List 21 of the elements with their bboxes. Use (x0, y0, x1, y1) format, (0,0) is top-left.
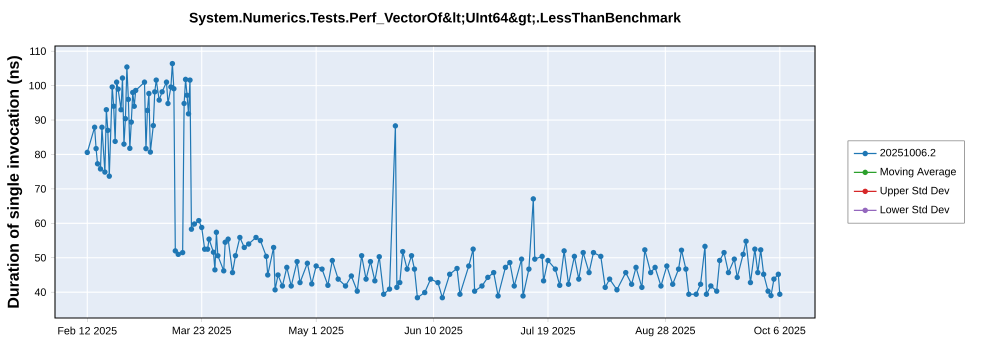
legend-label: Moving Average (880, 168, 956, 178)
y-axis-title: Duration of single invocation (ns) (7, 56, 22, 308)
y-tick-label: 60 (35, 220, 46, 228)
y-tick-label: 90 (35, 116, 46, 124)
y-tick-label: 40 (34, 288, 46, 296)
x-tick-label: May 1 2025 (289, 326, 344, 336)
x-tick-label: Aug 28 2025 (635, 326, 696, 336)
legend-label: Lower Std Dev (880, 205, 950, 214)
x-tick-label: Oct 6 2025 (754, 326, 806, 334)
legend-label: 20251006.2 (880, 148, 936, 156)
x-tick-label: Mar 23 2025 (172, 326, 232, 334)
y-tick-label: 80 (34, 150, 46, 158)
y-tick-label: 70 (35, 185, 46, 193)
x-tick-label: Feb 12 2025 (58, 326, 117, 334)
y-tick-label: 100 (29, 82, 46, 90)
x-tick-label: Jun 10 2025 (404, 326, 462, 334)
y-tick-label: 110 (30, 47, 46, 55)
y-tick-label: 50 (34, 254, 46, 262)
chart-title: System.Numerics.Tests.Perf_VectorOf&lt;UInt64&gt;.LessThanBenchmark (189, 12, 681, 26)
legend-label: Upper Std Dev (880, 186, 950, 196)
x-tick-label: Jul 19 2025 (520, 326, 575, 334)
